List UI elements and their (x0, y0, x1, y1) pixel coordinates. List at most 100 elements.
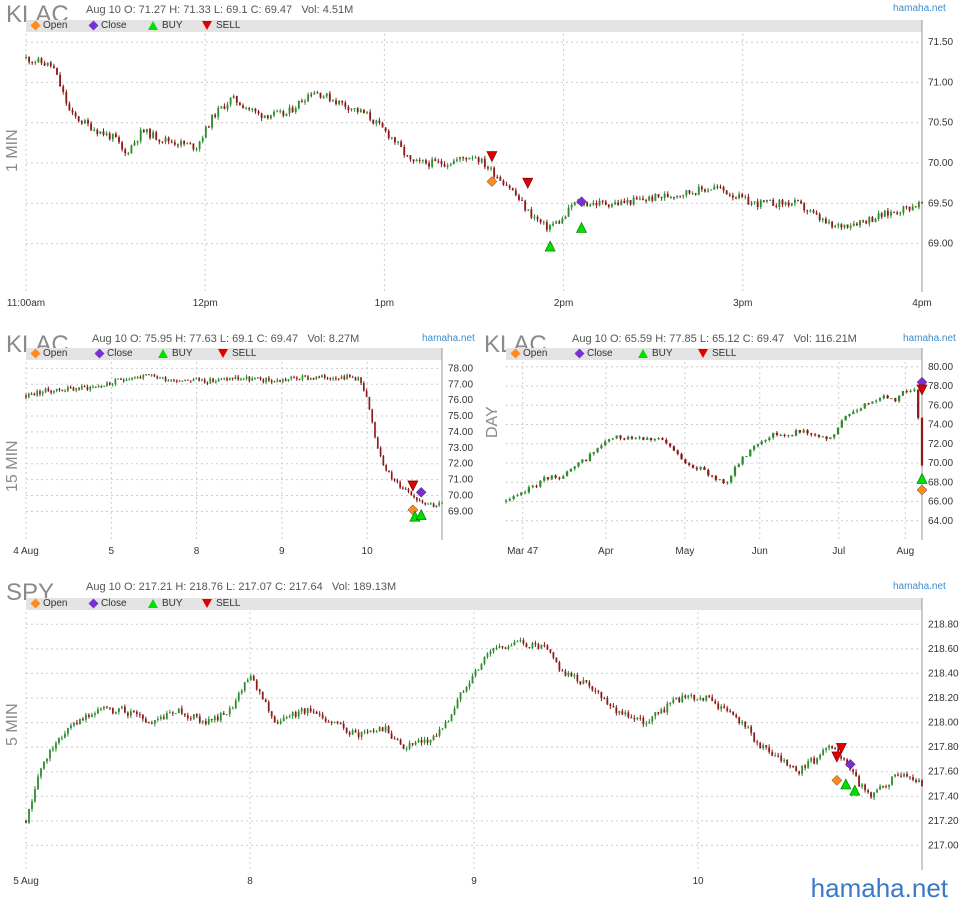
candle-body (703, 467, 706, 470)
candle-body (791, 435, 794, 437)
candle-body (381, 122, 384, 128)
candle-body (184, 379, 186, 381)
candle-body (588, 681, 591, 687)
candle-body (523, 492, 527, 494)
candle-body (387, 130, 390, 138)
candle-body (381, 727, 384, 732)
candle-body (615, 707, 618, 714)
buy-marker (849, 784, 861, 796)
y-tick-label: 76.00 (448, 395, 473, 406)
candle-body (376, 437, 379, 449)
legend-close: Close (574, 348, 613, 360)
candle-body (123, 706, 126, 713)
candle-body (806, 210, 809, 212)
candle-body (412, 159, 415, 162)
candle-body (886, 395, 889, 399)
candle-body (722, 186, 725, 191)
buy-marker (544, 240, 556, 252)
candle-body (852, 223, 855, 226)
candle-body (145, 129, 148, 132)
candle-body (214, 114, 217, 117)
x-tick-label: Jul (832, 546, 845, 557)
candle-body (471, 676, 474, 684)
candle-body (189, 143, 192, 145)
candle-body (293, 376, 295, 378)
candle-body (156, 376, 159, 379)
candle-body (583, 202, 585, 205)
candle-body (413, 495, 415, 498)
candle-body (118, 708, 120, 712)
candle-body (313, 92, 316, 95)
ohlc-high: H: 218.76 (175, 581, 224, 593)
x-tick-label: Apr (598, 546, 614, 557)
candle-body (813, 758, 816, 764)
candle-body (862, 220, 865, 222)
candle-body (189, 380, 192, 382)
candle-body (459, 692, 462, 700)
candle-body (152, 132, 155, 138)
candle-body (694, 193, 697, 195)
candle-body (432, 503, 435, 508)
candle-body (879, 786, 881, 790)
candle-body (666, 193, 669, 198)
candle-body (814, 434, 817, 436)
candle-body (675, 697, 678, 700)
candle-body (282, 111, 285, 116)
candle-body (330, 721, 333, 723)
candle-body (558, 477, 561, 479)
candle-body (915, 779, 917, 783)
candle-body (61, 737, 63, 739)
candle-body (97, 709, 99, 714)
candle-body (810, 433, 813, 435)
candle-body (309, 377, 312, 380)
y-tick-label: 73.00 (448, 443, 473, 454)
candle-body (61, 389, 64, 392)
candle-body (714, 701, 717, 704)
candle-body (425, 160, 427, 164)
candle-body (552, 223, 554, 226)
candle-body (685, 190, 688, 196)
candle-body (195, 148, 198, 150)
candle-body (345, 727, 348, 733)
candle-body (908, 206, 911, 211)
candle-body (294, 108, 297, 112)
candle-body (601, 200, 604, 202)
candle-body (651, 716, 654, 722)
candle-body (867, 403, 870, 405)
candle-body (245, 376, 248, 379)
candle-body (297, 100, 300, 109)
candle-body (818, 214, 821, 220)
candle-body (630, 717, 633, 719)
buy-marker (415, 508, 427, 520)
candle-body (833, 434, 836, 438)
candle-body (246, 679, 249, 683)
ohlc-volume: Vol: 189.13M (331, 581, 397, 593)
legend-sell: SELL (202, 20, 240, 32)
candle-body (229, 97, 232, 105)
candle-body (53, 390, 55, 393)
y-tick-label: 71.00 (928, 77, 953, 88)
candle-body (802, 430, 805, 433)
candle-body (399, 482, 401, 488)
candle-body (375, 120, 378, 124)
candle-body (504, 500, 508, 502)
candle-body (573, 674, 576, 677)
candle-body (752, 446, 756, 450)
candle-body (339, 723, 342, 725)
candle-body (828, 221, 830, 224)
candle-body (430, 503, 432, 505)
candle-body (207, 126, 210, 128)
candle-body (323, 375, 326, 378)
candle-body (765, 745, 768, 748)
candle-body (90, 123, 93, 131)
candle-body (843, 758, 845, 760)
candle-body (660, 196, 663, 198)
candle-body (198, 716, 201, 723)
candle-body (744, 196, 747, 198)
buy-triangle-icon (638, 348, 648, 358)
ohlc-close: C: 217.64 (275, 581, 323, 593)
candle-body (37, 776, 39, 790)
candle-body (555, 221, 558, 224)
candle-body (444, 722, 447, 729)
candle-body (273, 381, 276, 383)
